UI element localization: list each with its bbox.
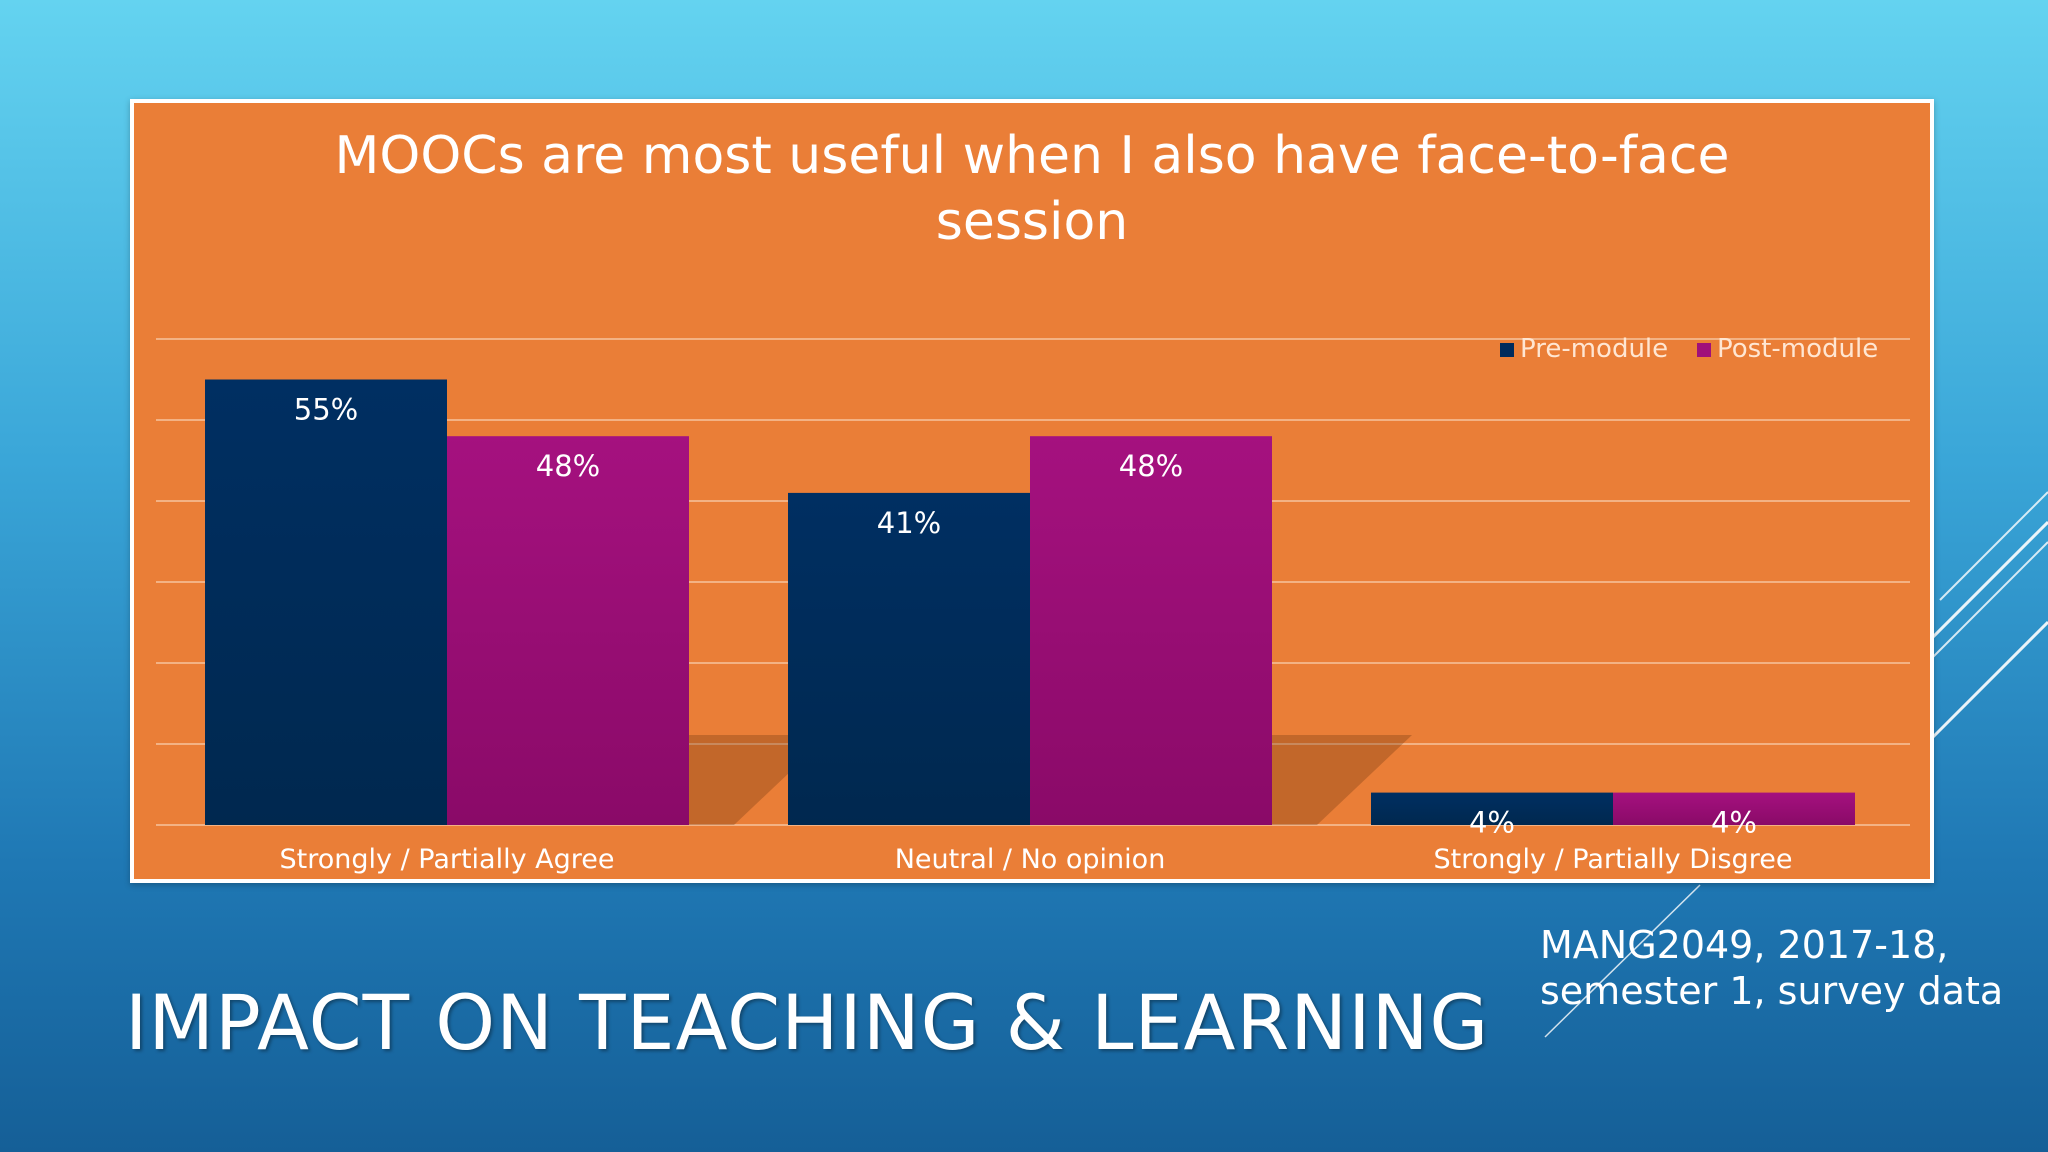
- legend-label: Pre-module: [1520, 334, 1668, 364]
- legend-swatch: [1500, 343, 1514, 357]
- source-note-line-1: MANG2049, 2017-18,: [1540, 923, 1949, 967]
- bar-pre-module-2: [1371, 792, 1613, 825]
- chart-title-line-1: MOOCs are most useful when I also have f…: [334, 126, 1730, 186]
- data-label: 48%: [536, 449, 600, 483]
- chart-title: MOOCs are most useful when I also have f…: [134, 123, 1930, 255]
- data-label: 48%: [1119, 449, 1183, 483]
- bar-chart: 55% 41% 4% 48% 48% 4% Strongly / Partially Agr…: [156, 334, 1910, 875]
- data-label: 4%: [1711, 806, 1757, 840]
- category-label: Neutral / No opinion: [895, 844, 1166, 875]
- chart-frame: 55% 41% 4% 48% 48% 4% Strongly / Partially Agr…: [130, 99, 1934, 883]
- category-label: Strongly / Partially Agree: [280, 844, 615, 875]
- source-note: MANG2049, 2017-18, semester 1, survey da…: [1540, 922, 2003, 1014]
- bar-post-module-0: [447, 436, 689, 825]
- legend-swatch: [1697, 343, 1711, 357]
- legend-label: Post-module: [1717, 334, 1878, 364]
- bar-pre-module-1: [788, 492, 1030, 825]
- source-note-line-2: semester 1, survey data: [1540, 969, 2004, 1013]
- data-label: 4%: [1469, 806, 1515, 840]
- bar-floor-shadow: [1272, 735, 1412, 825]
- data-label: 41%: [877, 506, 941, 540]
- chart-title-line-2: session: [935, 192, 1129, 252]
- bar-pre-module-0: [205, 379, 447, 825]
- data-label: 55%: [294, 393, 358, 427]
- bar-post-module-1: [1030, 436, 1272, 825]
- category-label: Strongly / Partially Disgree: [1434, 844, 1793, 875]
- slide-title: IMPACT ON TEACHING & LEARNING: [125, 978, 1490, 1067]
- bar-post-module-2: [1613, 792, 1855, 825]
